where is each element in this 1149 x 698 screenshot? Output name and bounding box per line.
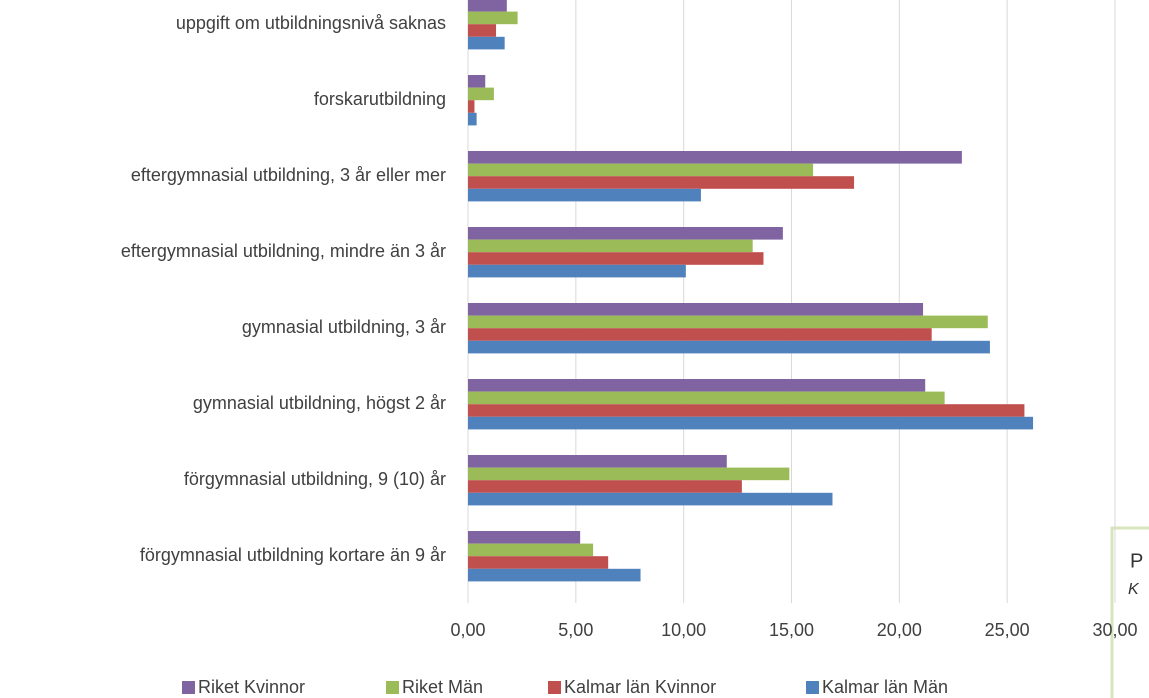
bar — [468, 36, 505, 50]
y-tick-label: uppgift om utbildningsnivå saknas — [176, 13, 446, 33]
bar — [468, 163, 814, 177]
x-tick-label: 5,00 — [558, 620, 593, 640]
y-tick-label: förgymnasial utbildning, 9 (10) år — [184, 469, 446, 489]
bar — [468, 379, 926, 392]
bar — [468, 340, 990, 354]
legend-label: Riket Män — [402, 677, 483, 697]
bar — [468, 100, 475, 113]
bar — [468, 315, 988, 329]
x-tick-label: 20,00 — [877, 620, 922, 640]
bar — [468, 543, 594, 557]
x-tick-label: 0,00 — [450, 620, 485, 640]
y-tick-label: eftergymnasial utbildning, mindre än 3 å… — [121, 241, 446, 261]
bar — [468, 556, 609, 569]
bar — [468, 11, 518, 25]
y-tick-label: gymnasial utbildning, 3 år — [242, 317, 446, 337]
bar — [468, 176, 855, 189]
bar — [468, 75, 486, 88]
x-tick-label: 10,00 — [661, 620, 706, 640]
x-tick-label: 15,00 — [769, 620, 814, 640]
bar — [468, 303, 924, 316]
bar — [468, 188, 701, 202]
bar — [468, 467, 790, 481]
overlay-box — [1110, 526, 1149, 698]
bar — [468, 0, 507, 12]
bar — [468, 404, 1025, 417]
legend-label: Kalmar län Kvinnor — [564, 677, 716, 697]
legend-swatch — [386, 681, 399, 694]
legend-swatch — [806, 681, 819, 694]
bar — [468, 568, 641, 582]
bar — [468, 264, 686, 278]
bar — [468, 227, 783, 240]
bar — [468, 252, 764, 265]
legend-swatch — [548, 681, 561, 694]
bar — [468, 87, 494, 101]
y-tick-label: eftergymnasial utbildning, 3 år eller me… — [131, 165, 446, 185]
overlay-text: P — [1130, 550, 1143, 572]
bar — [468, 391, 945, 405]
bar — [468, 239, 753, 253]
bar — [468, 531, 581, 544]
y-tick-label: forskarutbildning — [314, 89, 446, 109]
overlay-text: K — [1128, 581, 1140, 598]
bar — [468, 416, 1034, 430]
legend-label: Kalmar län Män — [822, 677, 948, 697]
y-tick-label: gymnasial utbildning, högst 2 år — [193, 393, 446, 413]
x-tick-label: 30,00 — [1092, 620, 1137, 640]
bar — [468, 480, 742, 493]
bar — [468, 492, 833, 506]
legend-swatch — [182, 681, 195, 694]
legend-label: Riket Kvinnor — [198, 677, 305, 697]
y-tick-label: förgymnasial utbildning kortare än 9 år — [140, 545, 446, 565]
bar — [468, 24, 497, 37]
bar — [468, 328, 932, 341]
bar — [468, 455, 727, 468]
bar — [468, 112, 477, 126]
x-tick-label: 25,00 — [985, 620, 1030, 640]
bar — [468, 151, 962, 164]
